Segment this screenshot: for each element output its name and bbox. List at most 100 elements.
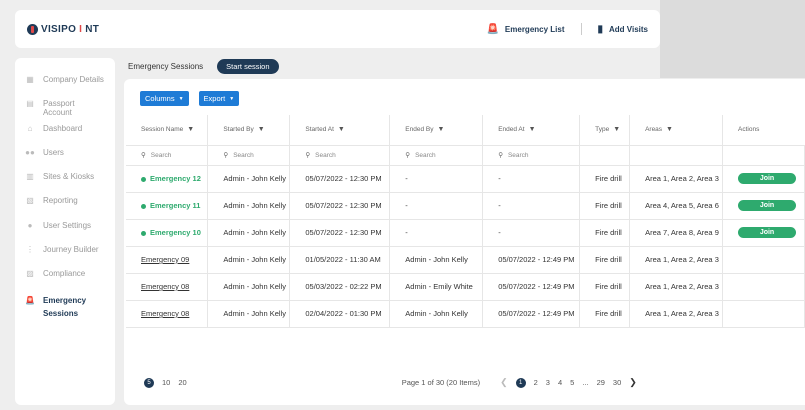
type-cell: Fire drill — [579, 300, 631, 328]
search-placeholder: Search — [415, 152, 436, 159]
session-name-cell[interactable]: Emergency 11 — [126, 192, 209, 220]
session-name-link[interactable]: Emergency 08 — [141, 282, 190, 291]
door-icon: ▮ — [597, 23, 604, 35]
filter-icon[interactable]: ▼ — [666, 126, 673, 134]
page-number[interactable]: 5 — [570, 378, 575, 387]
table-row: Emergency 09 Admin - John Kelly 01/05/20… — [126, 246, 805, 274]
ended-by-cell: - — [389, 165, 484, 193]
page-size-option[interactable]: 20 — [178, 378, 187, 387]
sidebar-item-journey-builder[interactable]: ⋮ Journey Builder — [15, 241, 115, 265]
sidebar-item-compliance[interactable]: ▨ Compliance — [15, 265, 115, 289]
column-header[interactable]: Type ▼ — [579, 115, 631, 146]
page-number[interactable]: 29 — [596, 378, 605, 387]
session-name-cell[interactable]: Emergency 09 — [126, 246, 209, 274]
table-row: Emergency 08 Admin - John Kelly 05/03/20… — [126, 273, 805, 301]
sidebar-item-emergency-sessions[interactable]: 🚨 Emergency Sessions — [15, 290, 115, 330]
ended-at-cell: 05/07/2022 - 12:49 PM — [482, 246, 581, 274]
filter-icon[interactable]: ▼ — [187, 126, 195, 134]
filter-icon[interactable]: ▼ — [257, 126, 265, 134]
session-name-link[interactable]: Emergency 08 — [141, 309, 190, 318]
session-name-link[interactable]: Emergency 09 — [141, 255, 190, 264]
search-icon: ⚲ — [305, 152, 311, 159]
page-number-current[interactable]: 1 — [515, 377, 526, 388]
sidebar-item-dashboard[interactable]: ⌂ Dashboard — [15, 120, 115, 144]
session-name[interactable]: Emergency 10 — [150, 228, 201, 237]
session-name-cell[interactable]: Emergency 08 — [126, 300, 209, 328]
sidebar-item-users[interactable]: ●● Users — [15, 144, 115, 168]
filter-icon[interactable]: ▼ — [437, 126, 445, 134]
page-number[interactable]: 30 — [612, 378, 622, 387]
columns-dropdown[interactable]: Columns ▼ — [140, 91, 189, 106]
table-row: Emergency 11 Admin - John Kelly 05/07/20… — [126, 192, 805, 220]
sidebar-item-label: Users — [43, 147, 64, 157]
logo-mark-icon — [27, 23, 38, 35]
compliance-icon: ▨ — [26, 269, 34, 279]
session-name-cell[interactable]: Emergency 08 — [126, 273, 209, 301]
sidebar-item-company-details[interactable]: ▦ Company Details — [15, 71, 115, 95]
areas-cell: Area 1, Area 2, Area 3 — [629, 165, 724, 193]
search-placeholder: Search — [507, 152, 529, 159]
sidebar-item-passport-account[interactable]: ▤ Passport Account — [15, 95, 115, 119]
sidebar-item-reporting[interactable]: ▧ Reporting — [15, 192, 115, 216]
column-header[interactable]: Started By ▼ — [207, 115, 291, 146]
column-header[interactable]: Ended At ▼ — [482, 115, 581, 146]
sessions-table: Session Name ▼ Started By ▼ Started At ▼ En… — [126, 115, 805, 328]
column-header[interactable]: Session Name ▼ — [126, 115, 209, 146]
page-number[interactable]: 2 — [533, 378, 538, 387]
sidebar-item-sites-kiosks[interactable]: ▥ Sites & Kiosks — [15, 168, 115, 192]
page-size-option-selected[interactable]: 5 — [144, 377, 154, 388]
page-ellipsis: ... — [582, 378, 589, 387]
join-button[interactable]: Join — [738, 200, 797, 211]
export-dropdown[interactable]: Export ▼ — [198, 91, 240, 106]
sessions-panel: Columns ▼ Export ▼ Session Name ▼ Started B… — [124, 79, 805, 405]
page-number[interactable]: 4 — [557, 378, 563, 387]
page-number[interactable]: 3 — [545, 378, 550, 387]
pagination: 5 10 20 Page 1 of 30 (20 Items) ❮ 1 2 3 … — [144, 377, 664, 388]
join-button[interactable]: Join — [738, 227, 797, 238]
sites-icon: ▥ — [26, 172, 34, 182]
column-header[interactable]: Started At ▼ — [289, 115, 391, 146]
session-name-cell[interactable]: Emergency 12 — [126, 165, 209, 193]
session-name[interactable]: Emergency 11 — [150, 201, 201, 210]
started-at-cell: 05/03/2022 - 02:22 PM — [289, 273, 391, 301]
sidebar-item-label: Emergency Sessions — [43, 294, 86, 320]
add-visits-button[interactable]: ▮ Add Visits — [598, 24, 649, 35]
column-header-label: Type — [595, 126, 610, 134]
search-input[interactable]: ⚲ Search — [289, 145, 391, 166]
column-header[interactable]: Areas ▼ — [629, 115, 724, 146]
sidebar-active-label-line1: Emergency — [43, 295, 87, 305]
sidebar-active-label-line2: Sessions — [43, 308, 79, 318]
session-name[interactable]: Emergency 12 — [150, 174, 201, 183]
filter-icon[interactable]: ▼ — [528, 126, 536, 134]
filter-icon[interactable]: ▼ — [613, 126, 621, 134]
caret-down-icon: ▼ — [178, 95, 184, 102]
search-placeholder: Search — [150, 152, 172, 159]
areas-cell: Area 7, Area 8, Area 9 — [629, 219, 724, 247]
search-input[interactable]: ⚲ Search — [389, 145, 484, 166]
search-input[interactable]: ⚲ Search — [207, 145, 291, 166]
page-size-option[interactable]: 10 — [162, 378, 171, 387]
search-input[interactable]: ⚲ Search — [482, 145, 581, 166]
add-visits-label: Add Visits — [609, 24, 648, 34]
sidebar-item-label: Company Details — [43, 75, 104, 84]
tab-emergency-sessions[interactable]: Emergency Sessions — [128, 62, 204, 71]
chevron-left-icon[interactable]: ❮ — [500, 377, 508, 387]
chevron-right-icon[interactable]: ❯ — [629, 377, 637, 387]
join-button[interactable]: Join — [738, 173, 797, 184]
started-by-cell: Admin - John Kelly — [207, 219, 291, 247]
column-header[interactable]: Ended By ▼ — [389, 115, 484, 146]
search-cell-empty — [579, 145, 631, 166]
start-session-button[interactable]: Start session — [217, 59, 279, 74]
page-numbers: ❮ 1 2 3 4 5 ... 29 30 ❯ — [500, 377, 637, 388]
type-cell: Fire drill — [579, 246, 631, 274]
live-status-icon — [141, 176, 146, 182]
search-icon: ⚲ — [405, 152, 411, 159]
sidebar-item-label: Reporting — [43, 196, 78, 206]
emergency-list-button[interactable]: 🚨 Emergency List — [486, 24, 564, 35]
sidebar-item-user-settings[interactable]: ● User Settings — [15, 217, 115, 241]
filter-icon[interactable]: ▼ — [337, 126, 345, 134]
areas-cell: Area 1, Area 2, Area 3 — [629, 300, 724, 328]
logo-text-visipo: VISIPO — [41, 23, 77, 35]
session-name-cell[interactable]: Emergency 10 — [126, 219, 209, 247]
search-input[interactable]: ⚲ Search — [126, 145, 209, 166]
